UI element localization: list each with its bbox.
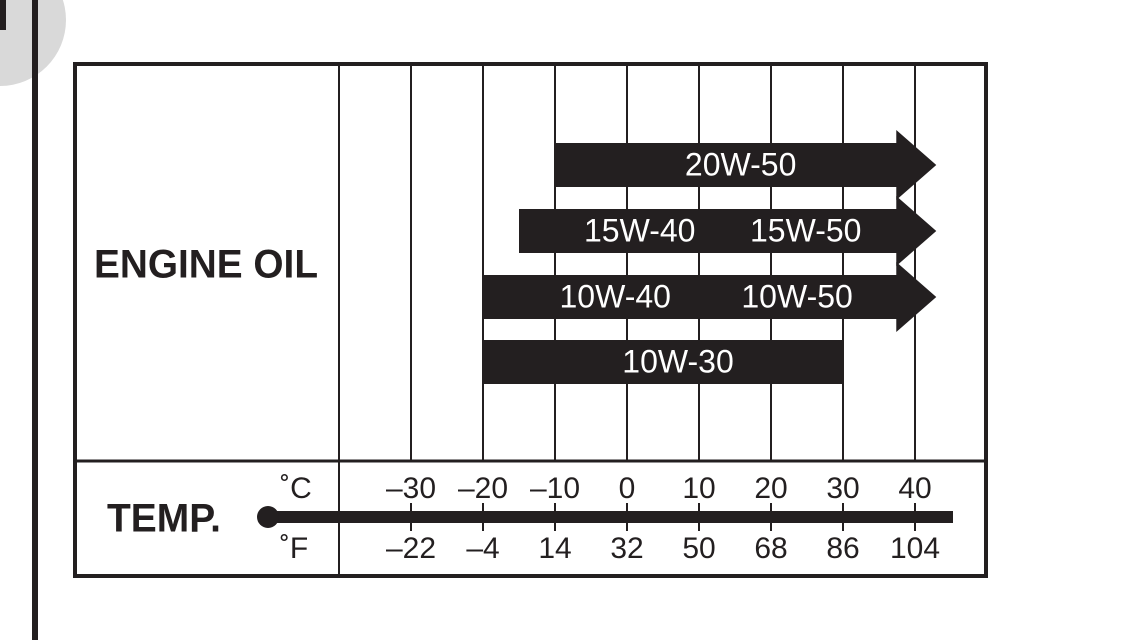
x2-tick-label: 104 — [890, 532, 940, 565]
x-tick-label: –10 — [530, 472, 580, 505]
x2-tick-label: 32 — [610, 532, 643, 565]
range-bar — [483, 262, 937, 332]
left-edge — [32, 0, 38, 640]
x-tick-label: 20 — [754, 472, 787, 505]
bar-label: 10W-40 — [560, 278, 671, 314]
unit-label: ˚C — [280, 472, 312, 505]
unit-label: ˚F — [280, 532, 308, 565]
x-tick-label: 30 — [826, 472, 859, 505]
x2-tick-label: 86 — [826, 532, 859, 565]
bar-label: 15W-50 — [750, 212, 861, 248]
x-tick-label: 0 — [619, 472, 636, 505]
axis-label: TEMP. — [107, 497, 221, 541]
bar-label: 20W-50 — [685, 146, 796, 182]
x-tick-label: 10 — [682, 472, 715, 505]
x-tick-label: 40 — [898, 472, 931, 505]
x2-tick-label: 14 — [538, 532, 571, 565]
x2-tick-label: –4 — [466, 532, 499, 565]
chart-title: ENGINE OIL — [94, 243, 318, 287]
table-frame — [73, 62, 988, 578]
x-tick-label: –30 — [386, 472, 436, 505]
range-bar — [555, 130, 937, 200]
range-bar — [519, 196, 937, 266]
x2-tick-label: 68 — [754, 532, 787, 565]
x2-tick-label: 50 — [682, 532, 715, 565]
bar-label: 10W-50 — [741, 278, 852, 314]
range-bar — [483, 340, 843, 384]
bar-label: 15W-40 — [584, 212, 695, 248]
corner-mark — [0, 0, 6, 30]
x2-tick-label: –22 — [386, 532, 436, 565]
temp-axis-dot — [257, 506, 279, 528]
bar-label: 10W-30 — [622, 343, 733, 379]
x-tick-label: –20 — [458, 472, 508, 505]
